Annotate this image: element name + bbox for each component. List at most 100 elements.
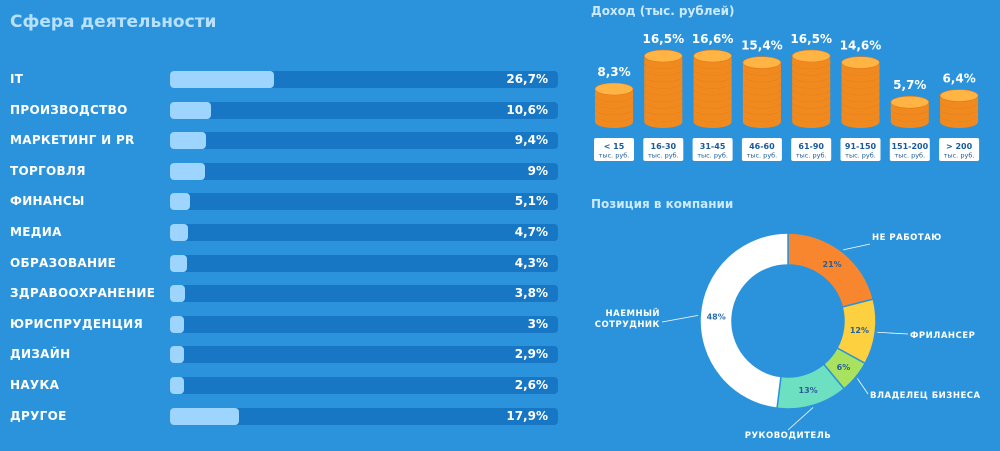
coin-stack bbox=[594, 82, 634, 128]
donut-callout-label: РУКОВОДИТЕЛЬ bbox=[745, 431, 832, 441]
donut-slice-не-работаю bbox=[787, 232, 875, 308]
activity-bar-label: ДИЗАЙН bbox=[10, 347, 71, 362]
coin-stack bbox=[742, 56, 782, 128]
income-unit-label: тыс. руб. bbox=[747, 152, 778, 160]
activity-bar-value: 26,7% bbox=[506, 72, 548, 86]
donut-callout-label: ВЛАДЕЛЕЦ БИЗНЕСА bbox=[870, 391, 981, 401]
activity-bar-track: 17,9% bbox=[170, 407, 558, 425]
donut-slice-value: 6% bbox=[837, 363, 851, 372]
activity-bar-fill bbox=[170, 377, 184, 394]
activity-bar-value: 2,9% bbox=[514, 347, 548, 362]
coin-stack-value: 6,4% bbox=[942, 72, 975, 86]
activity-bar-label: МАРКЕТИНГ И PR bbox=[10, 133, 135, 148]
activity-chart-title: Сфера деятельности bbox=[10, 12, 217, 32]
activity-bar-track: 4,3% bbox=[170, 254, 558, 272]
coin-stack-value: 5,7% bbox=[893, 78, 926, 92]
activity-bar-fill bbox=[170, 346, 184, 364]
activity-bar-row: ОБРАЗОВАНИЕ 4,3% bbox=[0, 254, 570, 272]
income-chart-title: Доход (тыс. рублей) bbox=[591, 4, 735, 18]
coin-stack-value: 16,6% bbox=[692, 32, 734, 46]
activity-bar-value: 4,7% bbox=[514, 225, 548, 239]
coin-stack-value: 14,6% bbox=[840, 39, 882, 53]
activity-bar-track: 3% bbox=[170, 315, 558, 333]
activity-bar-label: МЕДИА bbox=[10, 225, 62, 239]
activity-bar-fill bbox=[170, 71, 274, 88]
activity-bar-row: ТОРГОВЛЯ 9% bbox=[0, 162, 570, 180]
activity-bar-value: 2,6% bbox=[514, 378, 548, 392]
coin-stack bbox=[693, 49, 732, 128]
coin-stack bbox=[643, 49, 683, 128]
position-chart-title: Позиция в компании bbox=[591, 197, 734, 211]
activity-bar-value: 9,4% bbox=[514, 133, 548, 148]
income-unit-label: тыс. руб. bbox=[845, 152, 876, 160]
activity-bar-value: 9% bbox=[527, 163, 548, 178]
activity-bar-track: 5,1% bbox=[170, 193, 558, 211]
activity-bar-label: ЮРИСПРУДЕНЦИЯ bbox=[10, 316, 144, 331]
activity-bar-value: 3,8% bbox=[514, 286, 548, 301]
activity-bar-chart: IT 26,7% ПРОИЗВОДСТВО 10,6% МАРКЕТИНГ И PR 9,… bbox=[0, 71, 570, 425]
activity-bar-row: IT 26,7% bbox=[0, 71, 570, 88]
activity-bar-label: ДРУГОЕ bbox=[10, 408, 67, 423]
donut-callout-line bbox=[843, 243, 871, 251]
donut-slice-value: 13% bbox=[799, 386, 818, 395]
activity-bar-track: 2,6% bbox=[170, 377, 558, 394]
activity-bar-fill bbox=[170, 132, 207, 150]
activity-bar-label: ОБРАЗОВАНИЕ bbox=[10, 255, 117, 270]
donut-slice-value: 21% bbox=[823, 260, 842, 269]
income-range-label: 46-60 bbox=[749, 142, 775, 151]
income-unit-label: тыс. руб. bbox=[944, 152, 975, 160]
coin-stack bbox=[841, 56, 880, 128]
coin-stack-value: 16,5% bbox=[642, 32, 684, 46]
income-range-label: < 15 bbox=[604, 142, 625, 151]
income-range-label: 16-30 bbox=[651, 142, 677, 151]
donut-slice-наемный-сотрудник bbox=[699, 232, 789, 410]
income-range-label: 61-90 bbox=[798, 142, 824, 151]
activity-bar-value: 5,1% bbox=[514, 194, 548, 209]
coin-stack bbox=[791, 49, 831, 128]
donut-callout-label: НЕ РАБОТАЮ bbox=[872, 233, 942, 243]
activity-bar-fill bbox=[170, 162, 205, 180]
donut-slice-value: 12% bbox=[850, 326, 869, 335]
activity-bar-label: ПРОИЗВОДСТВО bbox=[10, 102, 128, 117]
activity-bar-label: ТОРГОВЛЯ bbox=[10, 163, 86, 178]
activity-bar-row: МЕДИА 4,7% bbox=[0, 224, 570, 241]
donut-callout-line bbox=[661, 314, 699, 323]
activity-bar-label: НАУКА bbox=[10, 378, 60, 392]
activity-bar-row: ЮРИСПРУДЕНЦИЯ 3% bbox=[0, 315, 570, 333]
donut-callout-label: ФРИЛАНСЕР bbox=[910, 331, 975, 341]
income-range-label: 91-150 bbox=[845, 142, 877, 151]
coin-stack bbox=[939, 89, 979, 128]
coin-stack-value: 16,5% bbox=[790, 32, 832, 46]
activity-bar-row: ЗДРАВООХРАНЕНИЕ 3,8% bbox=[0, 285, 570, 303]
donut-slice-value: 48% bbox=[707, 312, 726, 321]
donut-callout-line bbox=[877, 331, 909, 335]
activity-bar-track: 10,6% bbox=[170, 101, 558, 119]
activity-bar-value: 4,3% bbox=[514, 255, 548, 270]
activity-bar-fill bbox=[170, 224, 189, 241]
income-range-label: > 200 bbox=[946, 142, 973, 151]
coin-stack bbox=[890, 95, 930, 128]
activity-bar-row: ПРОИЗВОДСТВО 10,6% bbox=[0, 101, 570, 119]
income-range-label: 151-200 bbox=[891, 142, 928, 151]
income-range-label: 31-45 bbox=[700, 142, 726, 151]
income-unit-label: тыс. руб. bbox=[796, 152, 827, 160]
activity-bar-row: НАУКА 2,6% bbox=[0, 377, 570, 394]
income-unit-label: тыс. руб. bbox=[894, 152, 925, 160]
activity-bar-value: 10,6% bbox=[506, 102, 548, 117]
activity-bar-row: МАРКЕТИНГ И PR 9,4% bbox=[0, 132, 570, 150]
activity-bar-track: 2,9% bbox=[170, 346, 558, 364]
activity-bar-fill bbox=[170, 407, 240, 425]
activity-bar-track: 9,4% bbox=[170, 132, 558, 150]
activity-bar-track: 9% bbox=[170, 162, 558, 180]
activity-bar-value: 17,9% bbox=[506, 408, 548, 423]
coin-stack-value: 15,4% bbox=[741, 39, 783, 53]
